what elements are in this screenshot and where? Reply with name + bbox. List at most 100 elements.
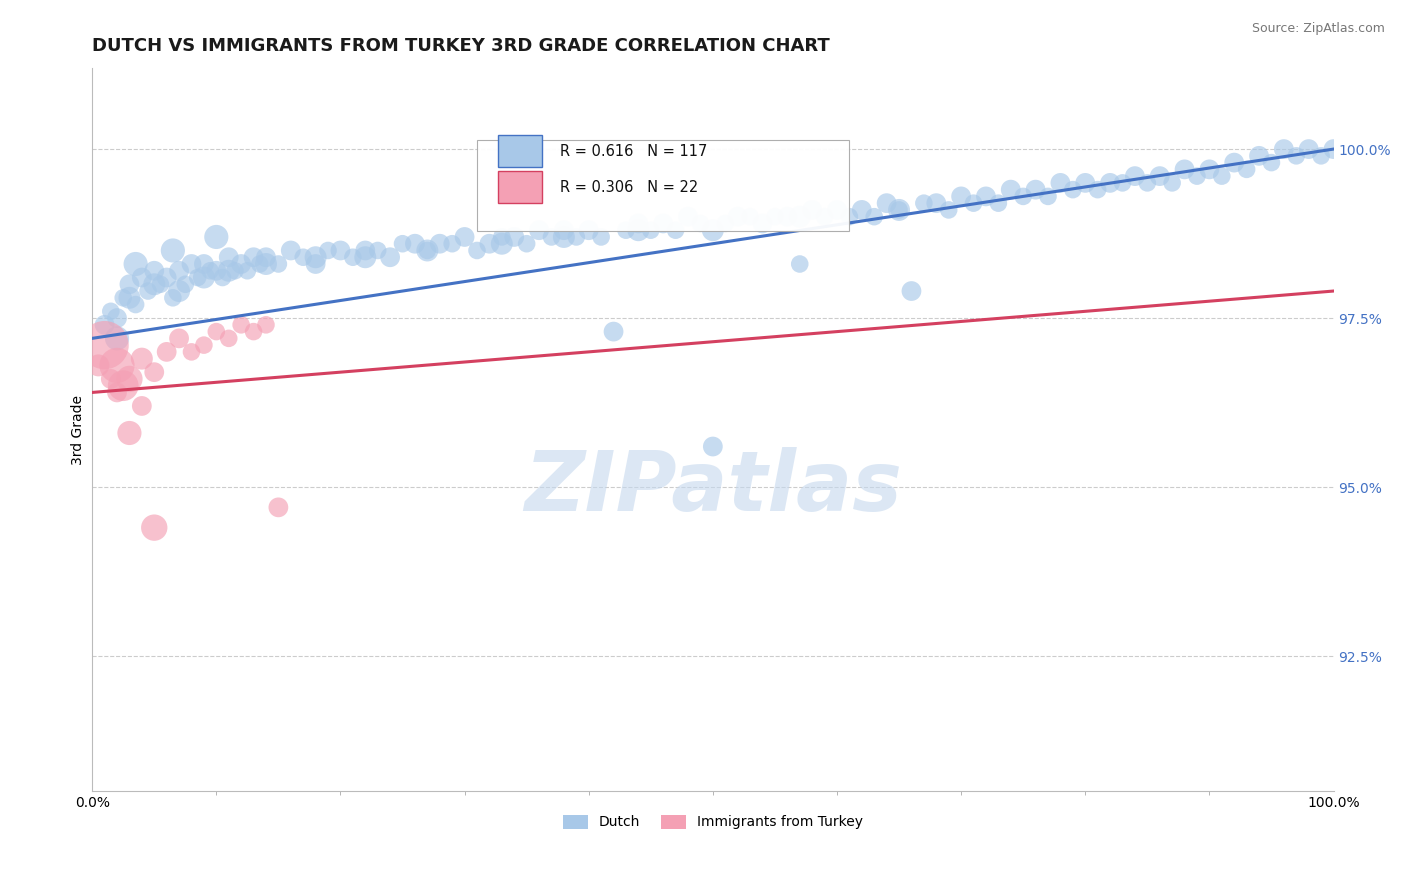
Point: [304, 250, 326, 264]
Point: [478, 236, 501, 251]
Point: [1099, 176, 1122, 190]
Point: [491, 236, 513, 251]
Point: [416, 244, 439, 258]
Point: [167, 331, 190, 345]
Point: [1211, 169, 1233, 183]
Point: [167, 264, 190, 278]
Point: [231, 257, 253, 271]
Point: [1247, 149, 1270, 163]
Point: [193, 270, 215, 285]
Point: [1322, 142, 1344, 156]
Point: [254, 250, 277, 264]
Point: [1062, 183, 1084, 197]
Point: [1236, 162, 1258, 177]
Point: [876, 196, 898, 211]
Point: [118, 277, 141, 292]
Point: [887, 202, 910, 217]
Point: [987, 196, 1010, 211]
Point: [825, 202, 848, 217]
Point: [280, 244, 302, 258]
Point: [1111, 176, 1133, 190]
Point: [813, 210, 835, 224]
Point: [702, 223, 724, 237]
Point: [1012, 189, 1035, 203]
Point: [838, 210, 860, 224]
Point: [218, 250, 240, 264]
Point: [242, 325, 264, 339]
Point: [591, 230, 613, 244]
Point: [180, 257, 202, 271]
Point: [112, 378, 135, 392]
Point: [93, 338, 115, 352]
Point: [143, 264, 166, 278]
Point: [1161, 176, 1184, 190]
Point: [162, 291, 184, 305]
Point: [962, 196, 984, 211]
Point: [602, 325, 624, 339]
Point: [627, 216, 650, 230]
Point: [105, 359, 128, 373]
Point: [863, 210, 886, 224]
Point: [652, 216, 675, 230]
Point: [156, 344, 179, 359]
Point: [714, 216, 737, 230]
Point: [205, 230, 228, 244]
Text: Source: ZipAtlas.com: Source: ZipAtlas.com: [1251, 22, 1385, 36]
Point: [974, 189, 997, 203]
Point: [118, 425, 141, 440]
Point: [87, 359, 110, 373]
Point: [503, 230, 526, 244]
Point: [887, 202, 910, 217]
Point: [751, 216, 773, 230]
Point: [267, 257, 290, 271]
Point: [404, 236, 426, 251]
Point: [118, 291, 141, 305]
Point: [131, 399, 153, 413]
Point: [776, 210, 799, 224]
Point: [254, 257, 277, 271]
Legend: Dutch, Immigrants from Turkey: Dutch, Immigrants from Turkey: [557, 809, 869, 835]
Point: [1260, 155, 1282, 169]
Point: [231, 318, 253, 332]
Point: [205, 264, 228, 278]
Point: [851, 202, 873, 217]
Point: [105, 311, 128, 326]
Point: [124, 297, 146, 311]
Point: [491, 230, 513, 244]
Point: [441, 236, 464, 251]
Point: [1272, 142, 1295, 156]
Bar: [498, 171, 541, 203]
Point: [1185, 169, 1208, 183]
Point: [614, 223, 637, 237]
Point: [354, 250, 377, 264]
Point: [218, 264, 240, 278]
Point: [156, 270, 179, 285]
Point: [100, 372, 122, 386]
Point: [1285, 149, 1308, 163]
Point: [1049, 176, 1071, 190]
Point: [763, 210, 786, 224]
Point: [1087, 183, 1109, 197]
Point: [565, 230, 588, 244]
Text: DUTCH VS IMMIGRANTS FROM TURKEY 3RD GRADE CORRELATION CHART: DUTCH VS IMMIGRANTS FROM TURKEY 3RD GRAD…: [93, 37, 830, 55]
Point: [1173, 162, 1195, 177]
Point: [1036, 189, 1059, 203]
Point: [1025, 183, 1047, 197]
Text: R = 0.616   N = 117: R = 0.616 N = 117: [560, 144, 707, 159]
Point: [249, 257, 271, 271]
Point: [900, 284, 922, 298]
Point: [1198, 162, 1220, 177]
Point: [162, 244, 184, 258]
Point: [367, 244, 389, 258]
Point: [912, 196, 935, 211]
Text: R = 0.306   N = 22: R = 0.306 N = 22: [560, 180, 699, 194]
Point: [801, 202, 824, 217]
Point: [540, 230, 562, 244]
Point: [143, 521, 166, 535]
Y-axis label: 3rd Grade: 3rd Grade: [72, 394, 86, 465]
Point: [702, 440, 724, 454]
Point: [316, 244, 339, 258]
Point: [105, 331, 128, 345]
Point: [1298, 142, 1320, 156]
Point: [205, 325, 228, 339]
